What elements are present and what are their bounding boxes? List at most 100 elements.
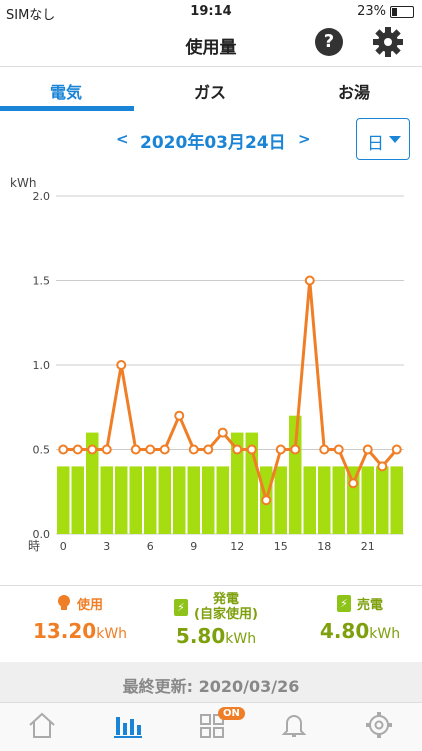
line-point xyxy=(261,495,272,506)
generation-label: 発電 xyxy=(212,592,239,607)
x-tick-label: 0 xyxy=(60,540,67,553)
generation-value: 5.80 xyxy=(175,624,226,648)
x-tick-label: 21 xyxy=(361,540,375,553)
bell-icon[interactable] xyxy=(278,709,310,741)
line-point xyxy=(275,444,286,455)
line-point xyxy=(188,444,199,455)
home-icon[interactable] xyxy=(26,709,58,741)
bar xyxy=(173,466,186,534)
sell-value: 4.80 xyxy=(319,619,370,643)
bar xyxy=(361,466,374,534)
bar xyxy=(158,466,171,534)
on-badge: ON xyxy=(218,707,245,720)
bar xyxy=(129,466,142,534)
line-point xyxy=(304,275,315,286)
nav-bar: 使用量 ? xyxy=(0,22,422,66)
clock: 19:14 xyxy=(190,4,232,19)
line-point xyxy=(72,444,83,455)
bar xyxy=(187,466,200,534)
bar xyxy=(303,466,316,534)
battery-icon xyxy=(390,5,414,18)
y-tick-label: 1.0 xyxy=(33,359,51,372)
x-tick-label: 6 xyxy=(147,540,154,553)
next-date-button[interactable]: > xyxy=(298,130,311,148)
period-select[interactable]: 日 xyxy=(356,118,410,160)
bar xyxy=(86,432,99,534)
line-point xyxy=(290,444,301,455)
y-tick-label: 0.5 xyxy=(33,444,51,457)
bottom-nav: ON xyxy=(0,702,422,751)
sell-unit: kWh xyxy=(369,626,401,642)
status-bar: SIMなし 19:14 23% xyxy=(0,0,422,23)
bar xyxy=(318,466,331,534)
y-tick-label: 1.5 xyxy=(33,275,51,288)
bar xyxy=(115,466,128,534)
gear-icon[interactable] xyxy=(372,26,404,58)
line-point xyxy=(377,461,388,472)
y-tick-label: 0.0 xyxy=(33,528,51,541)
bar xyxy=(100,466,113,534)
page-title: 使用量 xyxy=(185,38,237,58)
battery-charge-icon: ⚡ xyxy=(336,595,351,612)
prev-date-button[interactable]: < xyxy=(116,130,129,148)
line-point xyxy=(58,444,69,455)
x-tick-label: 12 xyxy=(230,540,244,553)
active-tab-indicator xyxy=(0,106,134,111)
last-updated: 最終更新: 2020/03/26 xyxy=(0,662,422,702)
bar xyxy=(390,466,403,534)
period-value: 日 xyxy=(367,134,384,154)
line-point xyxy=(333,444,344,455)
help-icon[interactable]: ? xyxy=(315,28,343,56)
gear-icon[interactable] xyxy=(363,709,395,741)
generation-unit: kWh xyxy=(225,631,257,647)
line-point xyxy=(348,478,359,489)
tab-hot-water[interactable]: お湯 xyxy=(338,83,371,102)
usage-summary: 使用 13.20kWh xyxy=(10,594,150,643)
line-point xyxy=(246,444,257,455)
bar xyxy=(376,466,389,534)
generation-summary: ⚡ 発電 (自家使用) 5.80kWh xyxy=(146,592,286,648)
line-point xyxy=(232,444,243,455)
usage-label: 使用 xyxy=(76,598,103,613)
bulb-icon xyxy=(57,595,70,610)
chart-icon[interactable] xyxy=(111,709,143,741)
x-tick-label: 3 xyxy=(103,540,110,553)
carrier-label: SIMなし xyxy=(6,8,56,23)
bar xyxy=(332,466,345,534)
usage-value: 13.20 xyxy=(32,619,97,643)
bar xyxy=(57,466,70,534)
chevron-down-icon xyxy=(389,136,401,143)
sell-label: 売電 xyxy=(356,598,383,613)
y-unit-label: kWh xyxy=(10,176,36,190)
line-point xyxy=(116,360,127,370)
tab-electricity[interactable]: 電気 xyxy=(50,83,83,102)
grid-icon[interactable] xyxy=(196,709,228,741)
line-point xyxy=(87,444,98,455)
status-right: 23% xyxy=(357,4,414,19)
bar xyxy=(231,432,244,534)
line-point xyxy=(362,444,373,455)
y-tick-label: 2.0 xyxy=(33,190,51,203)
usage-line xyxy=(63,279,398,502)
line-point xyxy=(101,444,112,455)
usage-unit: kWh xyxy=(96,626,128,642)
line-point xyxy=(145,444,156,455)
x-tick-label: 15 xyxy=(274,540,288,553)
x-tick-label: 9 xyxy=(190,540,197,553)
usage-chart: 0.0 0.5 1.0 1.5 2.0kWh 時 0 3 6 9 12 15 18 21 xyxy=(10,176,404,553)
line-point xyxy=(391,444,402,455)
bar xyxy=(202,466,215,534)
date-navigator: < 2020年03月24日 > 日 xyxy=(0,118,422,162)
tab-gas[interactable]: ガス xyxy=(194,83,227,102)
bar xyxy=(71,466,84,534)
x-tick-label: 18 xyxy=(317,540,331,553)
generation-sublabel: (自家使用) xyxy=(194,607,258,622)
tab-bar: 電気 ガス お湯 xyxy=(0,66,422,111)
line-point xyxy=(319,444,330,455)
bar xyxy=(289,415,302,534)
x-axis-label: 時 xyxy=(28,539,40,553)
bar xyxy=(216,466,229,534)
current-date: 2020年03月24日 xyxy=(140,133,286,153)
bar xyxy=(144,466,157,534)
battery-charge-icon: ⚡ xyxy=(174,598,189,616)
